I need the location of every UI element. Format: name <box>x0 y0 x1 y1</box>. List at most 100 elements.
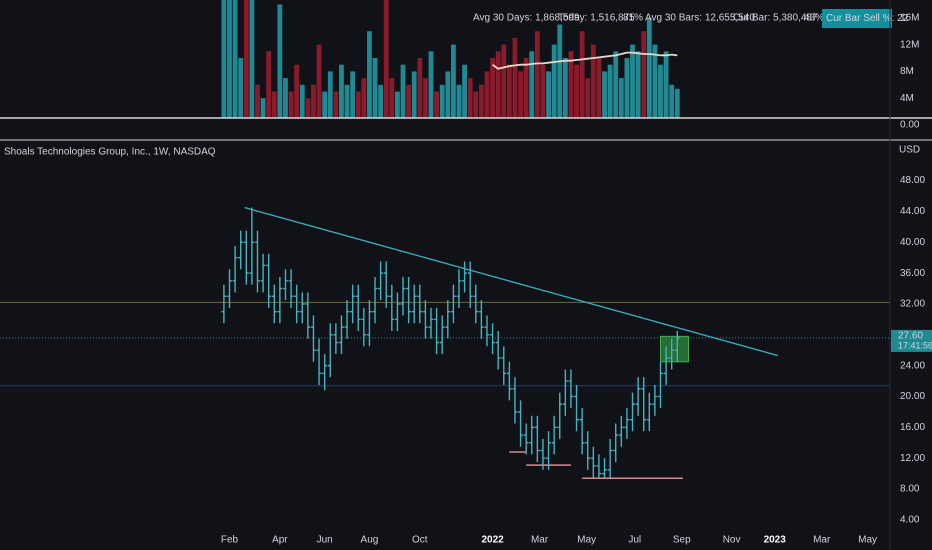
volume-bar <box>333 91 339 118</box>
volume-bar <box>641 31 647 118</box>
x-tick-label: Mar <box>813 535 831 546</box>
volume-bar <box>467 78 473 118</box>
volume-bar <box>372 58 378 118</box>
volume-bar <box>288 91 294 118</box>
volume-bar <box>434 91 440 118</box>
y-tick-label: 4M <box>900 93 914 104</box>
volume-stat: 43% <box>804 13 824 24</box>
volume-bar <box>439 84 445 118</box>
volume-bar <box>344 84 350 118</box>
volume-bar <box>305 98 311 118</box>
volume-bar <box>417 58 423 118</box>
x-tick-label: Nov <box>723 535 741 546</box>
volume-bar <box>674 88 680 118</box>
volume-stat: Today: 1,516,875 <box>558 13 635 24</box>
volume-bar <box>428 51 434 118</box>
volume-bar <box>277 4 283 118</box>
axes: 16M 12M 8M 4M 0.00 4.00 8.00 12.00 16.00 20.00 24.… <box>221 9 932 546</box>
y-tick-label: 40.00 <box>900 237 925 248</box>
volume-bar <box>506 64 512 118</box>
chart-title: Shoals Technologies Group, Inc., 1W, NAS… <box>4 147 216 158</box>
x-tick-label: Jul <box>628 535 641 546</box>
volume-bar <box>663 51 669 118</box>
moving-average <box>492 51 678 70</box>
volume-bar <box>630 44 635 118</box>
volume-bar <box>501 44 507 118</box>
volume-bar <box>445 71 451 118</box>
volume-bar <box>406 84 412 118</box>
volume-bar <box>232 0 238 118</box>
volume-bar <box>249 0 255 118</box>
last-price-label: 27.60 <box>898 331 923 342</box>
x-tick-label: Sep <box>673 535 691 546</box>
x-tick-label: Mar <box>531 535 549 546</box>
volume-bar <box>473 91 479 118</box>
y-tick-label: 32.00 <box>900 299 925 310</box>
volume-bar <box>255 84 260 118</box>
volume-bar <box>462 64 467 118</box>
volume-bar <box>423 78 428 118</box>
volume-bar <box>602 71 607 118</box>
volume-bar <box>590 44 596 118</box>
volume-bar <box>585 78 591 118</box>
volume-bar <box>518 71 523 118</box>
volume-bar <box>350 71 356 118</box>
badge-background <box>822 9 892 28</box>
volume-bar <box>568 51 574 118</box>
trendline <box>244 206 779 357</box>
y-tick-label: 16M <box>900 12 919 23</box>
y-tick-label: 12M <box>900 39 919 50</box>
volume-bar <box>221 0 227 118</box>
volume-stat: Cur Bar: 5,380,487 <box>733 13 818 24</box>
y-tick-label: 36.00 <box>900 268 925 279</box>
volume-bar <box>618 78 624 118</box>
x-tick-label: May <box>858 535 877 546</box>
volume-bar <box>557 24 563 118</box>
volume-bar <box>596 58 602 118</box>
volume-bar <box>478 84 484 118</box>
y-tick-label: 0.00 <box>900 120 920 131</box>
volume-bar <box>327 71 333 118</box>
volume-bar <box>456 84 462 118</box>
volume-pane <box>221 0 680 118</box>
volume-bar <box>529 51 535 118</box>
y-tick-label: 12.00 <box>900 453 925 464</box>
volume-bar <box>355 91 361 118</box>
x-tick-label: May <box>577 535 596 546</box>
volume-bar <box>512 37 518 118</box>
volume-bar <box>450 44 456 118</box>
volume-bar <box>624 58 630 118</box>
volume-bar <box>534 31 540 118</box>
price-pane <box>0 206 890 480</box>
volume-bar <box>579 31 585 118</box>
volume-bar <box>367 31 372 118</box>
volume-bar <box>243 0 249 118</box>
volume-bar <box>266 51 272 118</box>
y-tick-label: 8.00 <box>900 484 920 495</box>
volume-bar <box>551 44 557 118</box>
volume-bar <box>271 91 277 118</box>
volume-bar <box>299 84 305 118</box>
volume-bar <box>378 84 384 118</box>
volume-bar <box>238 58 244 118</box>
y-tick-label: 4.00 <box>900 515 920 526</box>
volume-bar <box>283 78 288 118</box>
badge-text: Cur Bar Sell %: 22 <box>826 13 909 24</box>
last-price-badge <box>891 329 932 352</box>
volume-bar <box>411 71 417 118</box>
volume-bar <box>646 17 652 118</box>
x-tick-label: 2023 <box>764 535 787 546</box>
y-tick-label: 24.00 <box>900 360 925 371</box>
volume-bar <box>635 51 641 118</box>
volume-bar <box>669 84 675 118</box>
volume-bar <box>523 58 529 118</box>
volume-bar <box>658 64 663 118</box>
volume-stat: 81% <box>623 13 643 24</box>
volume-bar <box>613 51 619 118</box>
y-tick-label: 44.00 <box>900 206 925 217</box>
volume-bar <box>562 58 568 118</box>
y-tick-label: 16.00 <box>900 422 925 433</box>
volume-bar <box>294 64 300 118</box>
volume-bar <box>395 91 400 118</box>
